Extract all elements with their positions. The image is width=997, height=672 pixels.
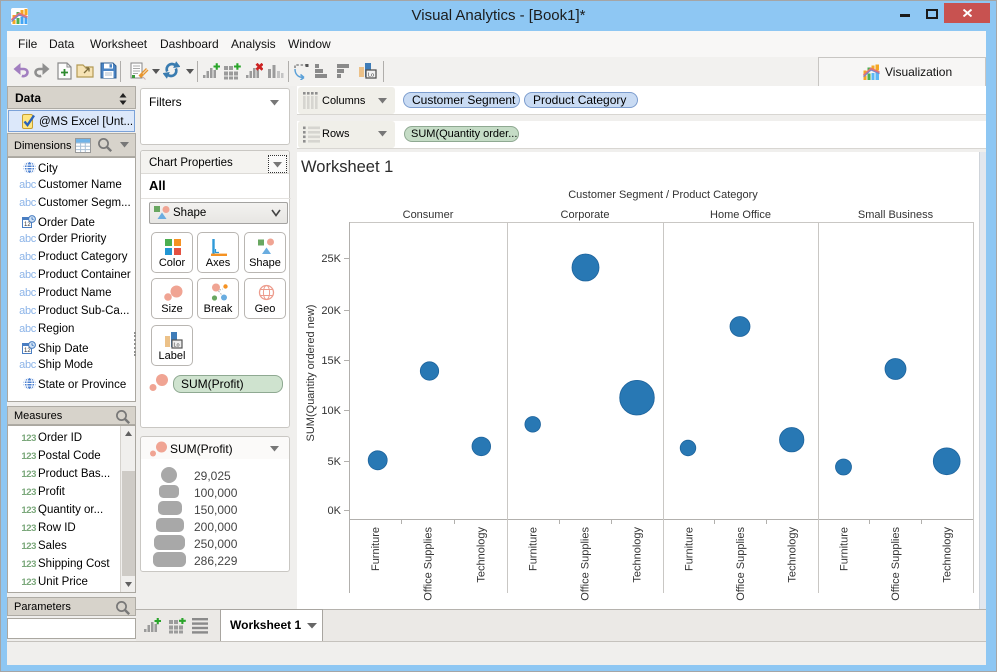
- svg-text:Office Supplies: Office Supplies: [423, 527, 435, 601]
- svg-text:25K: 25K: [321, 253, 341, 265]
- svg-text:12: 12: [24, 348, 31, 354]
- svg-text:Small Business: Small Business: [858, 209, 934, 221]
- svg-text:Technology: Technology: [787, 527, 799, 583]
- svg-text:Technology: Technology: [942, 527, 954, 583]
- svg-text:10K: 10K: [321, 405, 341, 417]
- svg-text:0K: 0K: [328, 505, 342, 517]
- svg-text:Lo: Lo: [368, 73, 374, 79]
- svg-text:Furniture: Furniture: [839, 527, 851, 571]
- svg-text:Lo: Lo: [174, 343, 180, 349]
- svg-text:SUM(Quantity ordered new): SUM(Quantity ordered new): [305, 305, 317, 442]
- svg-text:20K: 20K: [321, 305, 341, 317]
- svg-text:Office Supplies: Office Supplies: [735, 527, 747, 601]
- svg-text:Furniture: Furniture: [528, 527, 540, 571]
- svg-text:Consumer: Consumer: [403, 209, 454, 221]
- svg-text:5K: 5K: [328, 456, 342, 468]
- svg-text:Home Office: Home Office: [710, 209, 771, 221]
- svg-text:Furniture: Furniture: [370, 527, 382, 571]
- svg-text:Technology: Technology: [632, 527, 644, 583]
- svg-text:15K: 15K: [321, 355, 341, 367]
- svg-text:Furniture: Furniture: [684, 527, 696, 571]
- svg-text:Customer Segment / Product Cat: Customer Segment / Product Category: [568, 189, 758, 201]
- svg-text:Corporate: Corporate: [561, 209, 610, 221]
- svg-text:Office Supplies: Office Supplies: [580, 527, 592, 601]
- svg-text:Office Supplies: Office Supplies: [890, 527, 902, 601]
- svg-text:12: 12: [24, 222, 31, 228]
- svg-text:Technology: Technology: [476, 527, 488, 583]
